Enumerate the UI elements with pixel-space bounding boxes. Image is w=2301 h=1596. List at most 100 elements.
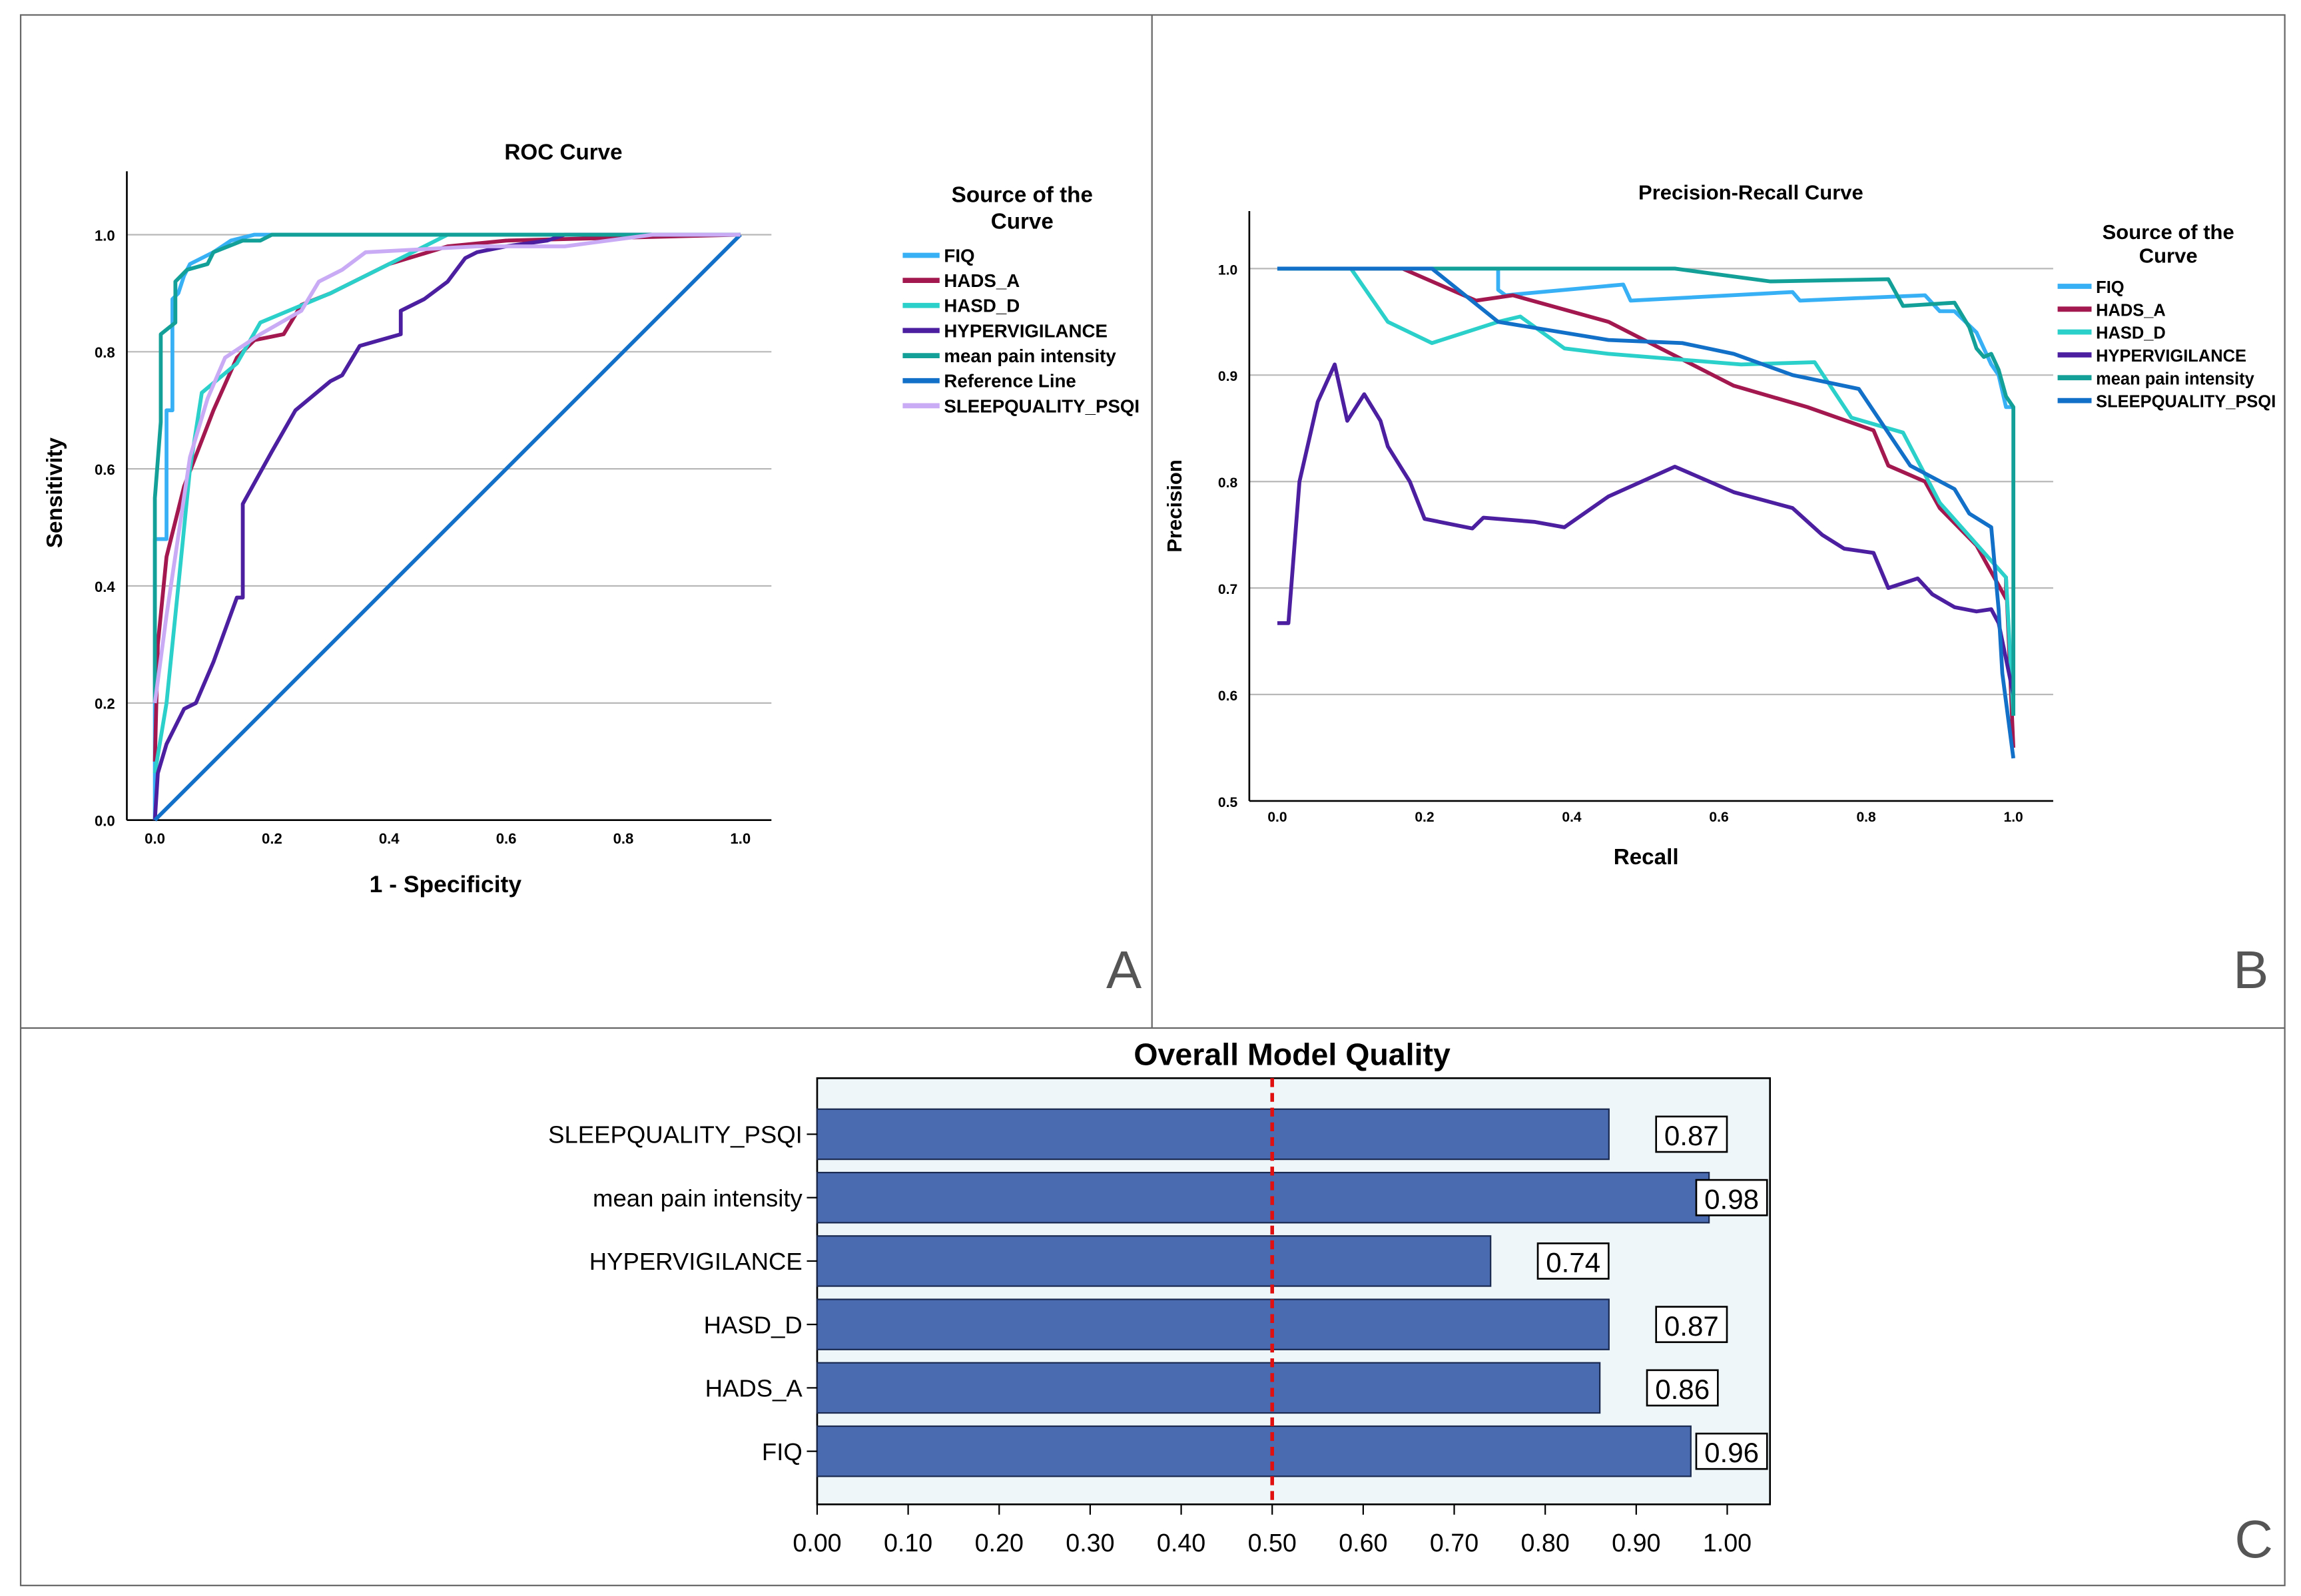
roc-legend-label: FIQ — [944, 245, 974, 266]
roc-chart: ROC Curve 1 - Specificity Sensitivity So… — [43, 140, 1140, 898]
bar-value-box — [1655, 1306, 1728, 1344]
roc-ytick-label: 0.0 — [95, 813, 115, 830]
pr-series-mean-pain-intensity — [1277, 266, 2016, 716]
roc-xtick-label: 0.2 — [262, 830, 282, 847]
bar-xtick-label: 0.30 — [1066, 1529, 1114, 1557]
roc-legend-label: mean pain intensity — [944, 346, 1116, 366]
roc-legend-title-text: Source of the — [952, 183, 1093, 208]
bar-xtick-label: 0.60 — [1339, 1529, 1387, 1557]
pr-xtick-label: 0.2 — [1415, 810, 1434, 825]
pr-title: Precision-Recall Curve — [1638, 180, 1863, 204]
bar-hads-a — [816, 1362, 1601, 1414]
bar-value-box — [1536, 1242, 1610, 1280]
legend-title-line2: Curve — [991, 210, 1054, 234]
pr-series-hasd-d — [1277, 266, 2016, 716]
bar-value-box — [1695, 1179, 1768, 1216]
bar-category-label: mean pain intensity — [593, 1185, 803, 1212]
bar-title: Overall Model Quality — [1134, 1037, 1451, 1071]
quality-bar-chart: Overall Model Quality SLEEPQUALITY_PSQI 0… — [548, 1037, 1772, 1557]
bar-category-label: HYPERVIGILANCE — [589, 1248, 803, 1275]
bar-value-label: 0.86 — [1655, 1374, 1710, 1405]
roc-legend-label: HASD_D — [944, 296, 1020, 316]
roc-ytick-label: 0.6 — [95, 461, 115, 478]
roc-legend-label: HYPERVIGILANCE — [944, 320, 1108, 341]
bar-xtick-label: 0.70 — [1430, 1529, 1479, 1557]
panel-label-c: C — [2234, 1509, 2273, 1569]
bar-category-label: HASD_D — [704, 1311, 803, 1338]
bar-xtick-label: 1.00 — [1703, 1529, 1752, 1557]
roc-series-hasd-d — [153, 232, 741, 774]
roc-ytick-label: 0.2 — [95, 696, 115, 712]
roc-series-hypervigilance — [153, 232, 741, 820]
bar-value-label: 0.87 — [1664, 1310, 1719, 1342]
bar-hypervigilance — [816, 1235, 1492, 1287]
bar-sleepquality-psqi — [816, 1108, 1610, 1161]
bar-xtick-label: 0.80 — [1521, 1529, 1570, 1557]
pr-chart: Precision-Recall Curve Recall Precision … — [1163, 180, 2276, 870]
roc-legend-label: SLEEPQUALITY_PSQI — [944, 396, 1140, 416]
pr-ytick-label: 0.5 — [1218, 795, 1238, 810]
roc-ytick-label: 0.4 — [95, 579, 115, 595]
roc-legend-label: HADS_A — [944, 270, 1020, 291]
bar-category-label: HADS_A — [705, 1375, 803, 1402]
pr-legend-label: HASD_D — [2096, 324, 2166, 343]
bar-value-box — [1695, 1432, 1768, 1470]
bar-value-box — [1646, 1369, 1719, 1407]
roc-xlabel: 1 - Specificity — [370, 871, 522, 898]
roc-series-fiq — [153, 232, 741, 820]
bar-mean-pain-intensity — [816, 1171, 1710, 1224]
bar-category-label: FIQ — [762, 1438, 803, 1465]
roc-series-hads-a — [153, 232, 741, 762]
bar-hasd-d — [816, 1298, 1610, 1350]
pr-legend-label: SLEEPQUALITY_PSQI — [2096, 393, 2276, 411]
pr-ytick-label: 0.7 — [1218, 582, 1237, 597]
roc-series-mean-pain-intensity — [153, 232, 741, 703]
panel-label-a: A — [1106, 940, 1142, 999]
pr-xtick-label: 0.0 — [1267, 810, 1287, 825]
bar-value-box — [1655, 1115, 1728, 1153]
roc-xtick-label: 0.4 — [379, 830, 400, 847]
bar-xtick-label: 0.00 — [793, 1529, 841, 1557]
bar-xtick-label: 0.90 — [1612, 1529, 1660, 1557]
bar-value-label: 0.87 — [1664, 1120, 1719, 1151]
roc-xtick-label: 0.0 — [145, 830, 165, 847]
pr-xlabel: Recall — [1614, 845, 1679, 870]
pr-ytick-label: 0.8 — [1218, 475, 1238, 491]
roc-series-reference-line — [153, 233, 742, 822]
roc-ytick-label: 1.0 — [95, 227, 115, 244]
pr-legend-label: mean pain intensity — [2096, 370, 2254, 388]
pr-xtick-label: 0.4 — [1562, 810, 1582, 825]
pr-legend-label: HYPERVIGILANCE — [2096, 347, 2246, 366]
pr-legend-title-text: Source of the — [2103, 220, 2234, 244]
pr-xtick-label: 0.6 — [1709, 810, 1728, 825]
bar-xtick-label: 0.10 — [884, 1529, 932, 1557]
bar-xtick-label: 0.20 — [975, 1529, 1024, 1557]
roc-xtick-label: 0.6 — [496, 830, 517, 847]
pr-ylabel: Precision — [1163, 459, 1186, 553]
pr-xtick-label: 0.8 — [1856, 810, 1876, 825]
pr-series-hypervigilance — [1277, 362, 2015, 695]
pr-ytick-label: 0.6 — [1218, 688, 1237, 704]
panel-label-b: B — [2233, 940, 2268, 999]
bar-xtick-label: 0.40 — [1157, 1529, 1205, 1557]
roc-legend-title: Source of the Curve — [952, 183, 1093, 234]
bar-fiq — [816, 1425, 1692, 1477]
pr-legend-label: HADS_A — [2096, 301, 2166, 320]
pr-ytick-label: 0.9 — [1218, 369, 1237, 384]
legend-title-line2: Curve — [2139, 244, 2198, 268]
bar-xtick-label: 0.50 — [1248, 1529, 1297, 1557]
roc-series-sleepquality-psqi — [153, 232, 741, 704]
pr-legend-title: Source of the Curve — [2103, 220, 2234, 267]
roc-title: ROC Curve — [504, 140, 622, 165]
pr-series-sleepquality-psqi — [1277, 266, 2015, 759]
pr-series-fiq — [1277, 266, 2014, 409]
pr-legend-label: FIQ — [2096, 278, 2124, 297]
bar-category-label: SLEEPQUALITY_PSQI — [548, 1121, 803, 1149]
bar-value-label: 0.96 — [1704, 1437, 1759, 1468]
pr-ytick-label: 1.0 — [1218, 262, 1237, 278]
bar-value-label: 0.98 — [1704, 1183, 1759, 1214]
pr-xtick-label: 1.0 — [2004, 810, 2023, 825]
roc-xtick-label: 1.0 — [730, 830, 751, 847]
roc-xtick-label: 0.8 — [613, 830, 634, 847]
